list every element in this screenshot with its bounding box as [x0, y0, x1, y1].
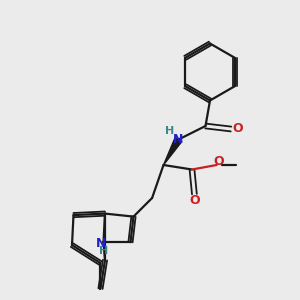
Text: O: O — [232, 122, 243, 136]
Text: O: O — [214, 155, 224, 168]
Text: N: N — [96, 237, 106, 250]
Text: H: H — [100, 246, 109, 256]
Text: N: N — [173, 133, 184, 146]
Polygon shape — [164, 137, 182, 165]
Text: O: O — [189, 194, 200, 207]
Text: H: H — [166, 126, 175, 136]
